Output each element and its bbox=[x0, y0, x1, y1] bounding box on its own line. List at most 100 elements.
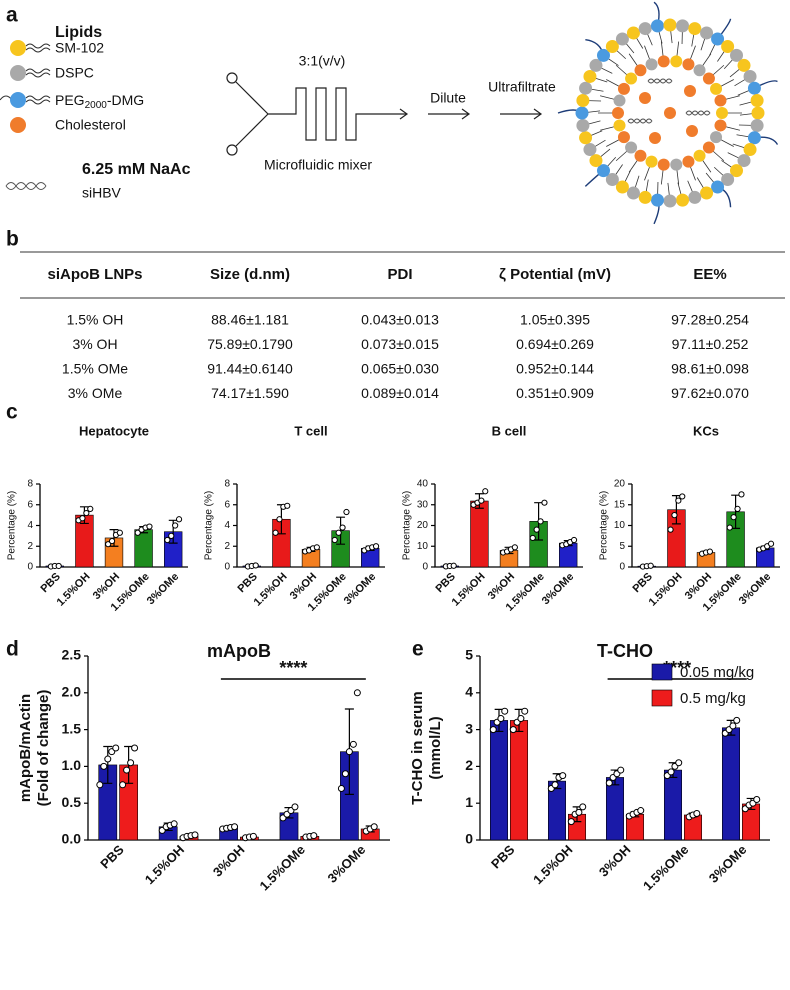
cargo-label: siHBV bbox=[82, 185, 122, 201]
x-tick-label: PBS bbox=[433, 571, 457, 595]
y-axis-label: Percentage (%) bbox=[599, 491, 610, 560]
lipid-head bbox=[714, 94, 727, 107]
table-header: ζ Potential (mV) bbox=[499, 266, 611, 283]
lipid-head bbox=[710, 131, 723, 144]
data-point bbox=[87, 505, 94, 512]
lipid-head bbox=[700, 26, 714, 40]
lipid-head bbox=[613, 119, 626, 132]
data-point bbox=[105, 541, 112, 548]
data-point bbox=[252, 562, 259, 569]
lipid-head bbox=[645, 58, 658, 71]
panel-label: c bbox=[6, 401, 18, 424]
data-point bbox=[96, 781, 104, 789]
table-cell: 91.44±0.6140 bbox=[207, 361, 293, 377]
y-tick-label: 0.5 bbox=[62, 794, 82, 810]
x-tick-label: 1.5%OH bbox=[450, 571, 488, 609]
lipid-head bbox=[596, 164, 610, 178]
lipid-head bbox=[682, 58, 695, 71]
table-cell: 3% OMe bbox=[68, 385, 123, 401]
x-tick-label: PBS bbox=[488, 842, 518, 872]
data-point bbox=[370, 823, 378, 831]
data-point bbox=[617, 766, 625, 774]
x-tick-label: PBS bbox=[235, 571, 259, 595]
data-point bbox=[345, 748, 353, 756]
legend-label: 0.05 mg/kg bbox=[680, 664, 754, 681]
lipid-head bbox=[676, 193, 690, 207]
chart-title: T cell bbox=[294, 423, 327, 438]
data-point bbox=[482, 488, 489, 495]
lipid-head bbox=[737, 154, 751, 168]
lipid-label: Cholesterol bbox=[55, 117, 126, 133]
x-tick-label: 1.5%OH bbox=[55, 571, 93, 609]
lipid-head bbox=[639, 92, 651, 104]
x-tick-label: 3%OMe bbox=[540, 571, 577, 608]
lipid-head bbox=[711, 180, 725, 194]
data-point bbox=[450, 562, 457, 569]
lipid-head bbox=[617, 82, 630, 95]
sirna bbox=[647, 78, 673, 84]
lipid-head bbox=[730, 48, 744, 62]
x-tick-label: 1.5%OH bbox=[530, 842, 575, 887]
lipid-head bbox=[638, 190, 652, 204]
lipid-head bbox=[576, 119, 590, 133]
lipid-head bbox=[686, 125, 698, 137]
x-tick-label: 1.5%OH bbox=[142, 842, 187, 887]
lipid-head bbox=[664, 107, 676, 119]
y-tick-label: 0 bbox=[422, 562, 428, 573]
data-point bbox=[116, 529, 123, 536]
panel-label: e bbox=[412, 638, 424, 661]
data-point bbox=[55, 562, 62, 570]
y-tick-label: 2 bbox=[27, 541, 33, 552]
error-bar bbox=[103, 745, 113, 784]
data-point bbox=[647, 562, 654, 569]
data-point bbox=[733, 716, 741, 724]
data-point bbox=[175, 516, 183, 523]
y-tick-label: 0 bbox=[619, 562, 625, 573]
table-cell: 0.073±0.015 bbox=[361, 336, 439, 352]
y-tick-label: 2.0 bbox=[62, 684, 82, 700]
lipid-head bbox=[626, 186, 640, 200]
lipid-head bbox=[702, 141, 715, 154]
data-point bbox=[249, 832, 257, 840]
data-point bbox=[537, 518, 544, 525]
lipid-head bbox=[650, 19, 664, 33]
data-point bbox=[497, 715, 505, 723]
step-label: Ultrafiltrate bbox=[488, 79, 556, 95]
data-point bbox=[730, 514, 737, 521]
lipid-label: DSPC bbox=[55, 65, 94, 81]
y-tick-label: 10 bbox=[417, 541, 429, 552]
y-tick-label: 30 bbox=[417, 499, 429, 510]
data-point bbox=[191, 831, 199, 839]
data-point bbox=[501, 707, 509, 715]
y-tick-label: 6 bbox=[224, 499, 230, 510]
lipid-head bbox=[750, 119, 764, 133]
data-point bbox=[559, 772, 567, 780]
y-tick-label: 4 bbox=[224, 520, 230, 531]
lipid-head bbox=[650, 193, 664, 207]
table-cell: 97.28±0.254 bbox=[671, 312, 749, 328]
panel-label: b bbox=[6, 228, 19, 251]
data-point bbox=[767, 540, 775, 547]
data-point bbox=[551, 781, 559, 789]
data-point bbox=[79, 515, 86, 522]
y-axis-label: (Fold of change) bbox=[35, 690, 52, 807]
lipid-head bbox=[605, 173, 619, 187]
table-cell: 0.351±0.909 bbox=[516, 385, 594, 401]
lipid-head bbox=[721, 173, 735, 187]
y-tick-label: 0 bbox=[224, 562, 230, 573]
data-point bbox=[575, 808, 583, 816]
data-point bbox=[667, 768, 675, 776]
lipid-head bbox=[634, 64, 647, 77]
lipid-head bbox=[663, 18, 677, 32]
x-tick-label: 3%OH bbox=[596, 842, 634, 880]
lipid-head bbox=[670, 158, 683, 171]
lipid-head bbox=[615, 180, 629, 194]
table-header: PDI bbox=[387, 266, 412, 283]
data-point bbox=[706, 548, 714, 555]
y-axis-label: Percentage (%) bbox=[402, 491, 413, 560]
lipid-head bbox=[737, 58, 751, 72]
lipid-head bbox=[751, 106, 765, 120]
data-point bbox=[284, 502, 291, 509]
lipid-head bbox=[583, 143, 597, 157]
lipid-label-sub: 2000 bbox=[85, 100, 108, 111]
